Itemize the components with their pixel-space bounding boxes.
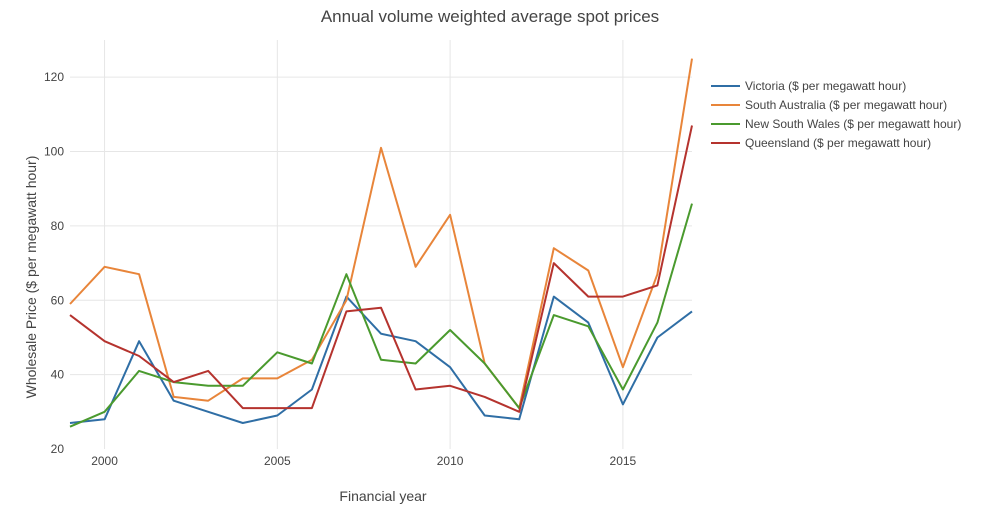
x-tick-label: 2010 (437, 454, 464, 468)
legend-label: Victoria ($ per megawatt hour) (745, 79, 906, 93)
y-axis-label: Wholesale Price ($ per megawatt hour) (23, 156, 39, 399)
axis-ticks: 20 40 60 80 100 120 2000 2005 2010 2015 (44, 70, 637, 468)
y-tick-label: 80 (51, 219, 65, 233)
x-tick-label: 2005 (264, 454, 291, 468)
y-tick-label: 100 (44, 145, 64, 159)
y-tick-label: 20 (51, 442, 65, 456)
legend-label: South Australia ($ per megawatt hour) (745, 98, 947, 112)
series-lines (69, 58, 693, 428)
y-tick-label: 120 (44, 70, 64, 84)
series-line-3 (69, 203, 693, 428)
legend-label: Queensland ($ per megawatt hour) (745, 136, 931, 150)
x-tick-label: 2000 (91, 454, 118, 468)
x-tick-label: 2015 (610, 454, 637, 468)
chart-title: Annual volume weighted average spot pric… (321, 7, 659, 26)
grid-lines (70, 40, 692, 449)
legend-label: New South Wales ($ per megawatt hour) (745, 117, 961, 131)
series-line-1 (69, 295, 693, 424)
x-axis-label: Financial year (339, 488, 426, 504)
series-line-4 (69, 125, 693, 413)
y-tick-label: 60 (51, 293, 65, 307)
series-line-2 (69, 58, 693, 410)
legend: Victoria ($ per megawatt hour) South Aust… (711, 79, 961, 150)
y-tick-label: 40 (51, 368, 65, 382)
